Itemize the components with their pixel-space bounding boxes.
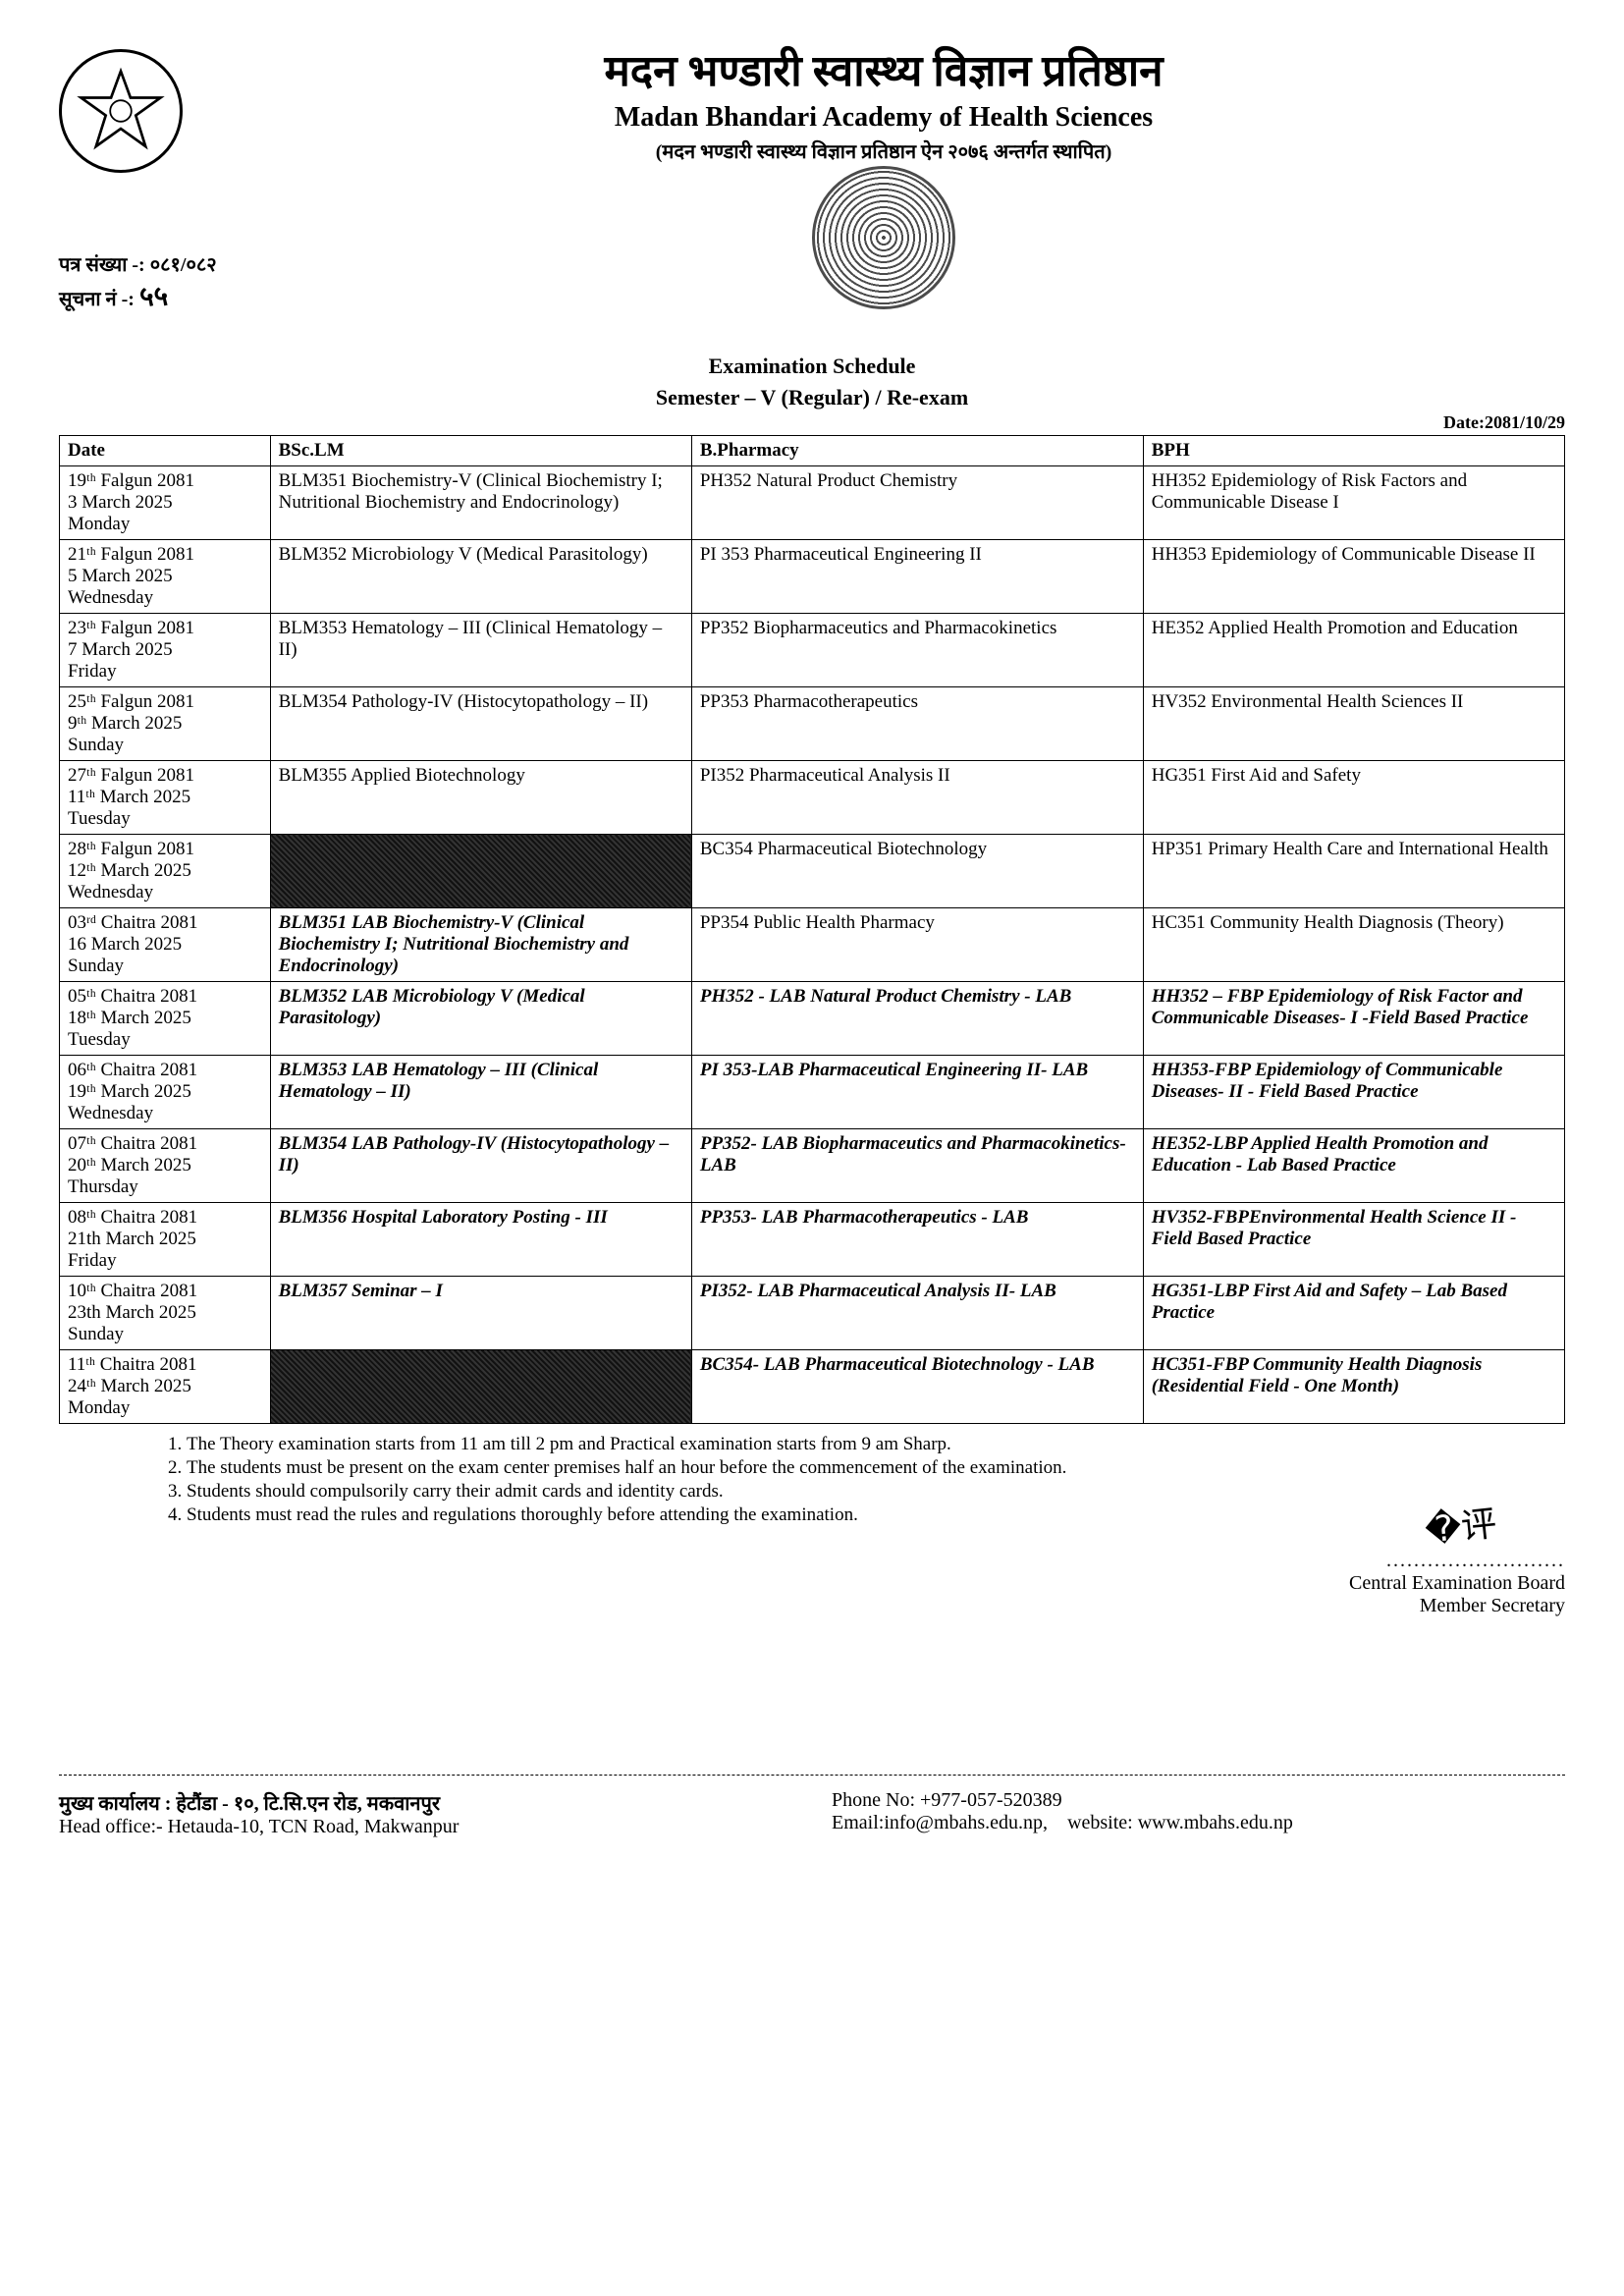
cell-bph: HH352 – FBP Epidemiology of Risk Factor … [1143, 982, 1564, 1056]
table-row: 06ᵗʰ Chaitra 208119ᵗʰ March 2025Wednesda… [60, 1056, 1565, 1129]
signature-line2: Member Secretary [59, 1595, 1565, 1617]
table-row: 28ᵗʰ Falgun 208112ᵗʰ March 2025Wednesday… [60, 835, 1565, 908]
cell-bph: HE352-LBP Applied Health Promotion and E… [1143, 1129, 1564, 1203]
table-row: 07ᵗʰ Chaitra 208120ᵗʰ March 2025Thursday… [60, 1129, 1565, 1203]
cell-bpharmacy: PP352 Biopharmaceutics and Pharmacokinet… [691, 614, 1143, 687]
notice-number-handwritten: ५५ [138, 277, 168, 315]
cell-date: 25ᵗʰ Falgun 20819ᵗʰ March 2025Sunday [60, 687, 271, 761]
cell-bpharmacy: PP353- LAB Pharmacotherapeutics - LAB [691, 1203, 1143, 1277]
cell-bpharmacy: PH352 Natural Product Chemistry [691, 466, 1143, 540]
title-block: मदन भण्डारी स्वास्थ्य विज्ञान प्रतिष्ठान… [202, 39, 1565, 309]
cell-bpharmacy: PP352- LAB Biopharmaceutics and Pharmaco… [691, 1129, 1143, 1203]
table-row: 03ʳᵈ Chaitra 208116 March 2025SundayBLM3… [60, 908, 1565, 982]
cell-bsclm: BLM357 Seminar – I [270, 1277, 691, 1350]
cell-bsclm [270, 835, 691, 908]
cell-date: 19ᵗʰ Falgun 20813 March 2025Monday [60, 466, 271, 540]
table-row: 25ᵗʰ Falgun 20819ᵗʰ March 2025SundayBLM3… [60, 687, 1565, 761]
footer: मुख्य कार्यालय : हेटौंडा - १०, टि.सि.एन … [59, 1775, 1565, 1838]
cell-bph: HV352-FBPEnvironmental Health Science II… [1143, 1203, 1564, 1277]
cell-bph: HE352 Applied Health Promotion and Educa… [1143, 614, 1564, 687]
schedule-subtitle: Semester – V (Regular) / Re-exam [59, 385, 1565, 410]
instruction-item: The students must be present on the exam… [187, 1457, 1565, 1479]
cell-bsclm [270, 1350, 691, 1424]
footer-office-en: Head office:- Hetauda-10, TCN Road, Makw… [59, 1816, 792, 1838]
cell-date: 03ʳᵈ Chaitra 208116 March 2025Sunday [60, 908, 271, 982]
cell-date: 07ᵗʰ Chaitra 208120ᵗʰ March 2025Thursday [60, 1129, 271, 1203]
cell-bph: HG351 First Aid and Safety [1143, 761, 1564, 835]
table-row: 23ᵗʰ Falgun 20817 March 2025FridayBLM353… [60, 614, 1565, 687]
footer-email: Email:info@mbahs.edu.np, [832, 1812, 1048, 1833]
table-row: 19ᵗʰ Falgun 20813 March 2025MondayBLM351… [60, 466, 1565, 540]
cell-bph: HC351-FBP Community Health Diagnosis (Re… [1143, 1350, 1564, 1424]
col-header-date: Date [60, 436, 271, 466]
cell-bsclm: BLM353 LAB Hematology – III (Clinical He… [270, 1056, 691, 1129]
document-header: मदन भण्डारी स्वास्थ्य विज्ञान प्रतिष्ठान… [59, 39, 1565, 309]
signature-handwritten: �评 [1423, 1495, 1499, 1553]
cell-bpharmacy: PH352 - LAB Natural Product Chemistry - … [691, 982, 1143, 1056]
cell-bsclm: BLM353 Hematology – III (Clinical Hemato… [270, 614, 691, 687]
table-row: 21ᵗʰ Falgun 20815 March 2025WednesdayBLM… [60, 540, 1565, 614]
institution-logo [59, 49, 183, 173]
cell-bph: HP351 Primary Health Care and Internatio… [1143, 835, 1564, 908]
cell-bpharmacy: PI352- LAB Pharmaceutical Analysis II- L… [691, 1277, 1143, 1350]
cell-bsclm: BLM355 Applied Biotechnology [270, 761, 691, 835]
cell-bpharmacy: BC354 Pharmaceutical Biotechnology [691, 835, 1143, 908]
cell-date: 27ᵗʰ Falgun 208111ᵗʰ March 2025Tuesday [60, 761, 271, 835]
cell-bpharmacy: BC354- LAB Pharmaceutical Biotechnology … [691, 1350, 1143, 1424]
title-devanagari: मदन भण्डारी स्वास्थ्य विज्ञान प्रतिष्ठान [202, 39, 1565, 98]
cell-bsclm: BLM352 LAB Microbiology V (Medical Paras… [270, 982, 691, 1056]
table-row: 27ᵗʰ Falgun 208111ᵗʰ March 2025TuesdayBL… [60, 761, 1565, 835]
cell-date: 06ᵗʰ Chaitra 208119ᵗʰ March 2025Wednesda… [60, 1056, 271, 1129]
notice-label: सूचना नं -: [59, 289, 135, 310]
schedule-title: Examination Schedule [59, 354, 1565, 379]
cell-date: 23ᵗʰ Falgun 20817 March 2025Friday [60, 614, 271, 687]
cell-bpharmacy: PP354 Public Health Pharmacy [691, 908, 1143, 982]
signature-dotline: .......................... [59, 1550, 1565, 1572]
cell-bph: HH353-FBP Epidemiology of Communicable D… [1143, 1056, 1564, 1129]
footer-office-dev: मुख्य कार्यालय : हेटौंडा - १०, टि.सि.एन … [59, 1789, 792, 1816]
title-english: Madan Bhandari Academy of Health Science… [202, 102, 1565, 134]
table-row: 05ᵗʰ Chaitra 208118ᵗʰ March 2025TuesdayB… [60, 982, 1565, 1056]
cell-bph: HV352 Environmental Health Sciences II [1143, 687, 1564, 761]
cell-bph: HH352 Epidemiology of Risk Factors and C… [1143, 466, 1564, 540]
col-header-bsclm: BSc.LM [270, 436, 691, 466]
exam-schedule-table: Date BSc.LM B.Pharmacy BPH 19ᵗʰ Falgun 2… [59, 435, 1565, 1424]
cell-date: 05ᵗʰ Chaitra 208118ᵗʰ March 2025Tuesday [60, 982, 271, 1056]
footer-website: website: www.mbahs.edu.np [1067, 1812, 1293, 1833]
cell-bsclm: BLM354 Pathology-IV (Histocytopathology … [270, 687, 691, 761]
cell-bpharmacy: PI 353 Pharmaceutical Engineering II [691, 540, 1143, 614]
signature-line1: Central Examination Board [59, 1572, 1565, 1595]
cell-bpharmacy: PI 353-LAB Pharmaceutical Engineering II… [691, 1056, 1143, 1129]
cell-date: 21ᵗʰ Falgun 20815 March 2025Wednesday [60, 540, 271, 614]
instruction-item: The Theory examination starts from 11 am… [187, 1434, 1565, 1455]
cell-bsclm: BLM351 LAB Biochemistry-V (Clinical Bioc… [270, 908, 691, 982]
table-row: 08ᵗʰ Chaitra 208121th March 2025FridayBL… [60, 1203, 1565, 1277]
cell-bpharmacy: PI352 Pharmaceutical Analysis II [691, 761, 1143, 835]
footer-phone: Phone No: +977-057-520389 [832, 1789, 1565, 1812]
document-date: Date:2081/10/29 [59, 412, 1565, 433]
table-row: 10ᵗʰ Chaitra 208123th March 2025SundayBL… [60, 1277, 1565, 1350]
cell-date: 28ᵗʰ Falgun 208112ᵗʰ March 2025Wednesday [60, 835, 271, 908]
footer-email-web: Email:info@mbahs.edu.np, website: www.mb… [832, 1812, 1565, 1834]
cell-bpharmacy: PP353 Pharmacotherapeutics [691, 687, 1143, 761]
title-subtitle: (मदन भण्डारी स्वास्थ्य विज्ञान प्रतिष्ठा… [202, 137, 1565, 164]
cell-bsclm: BLM354 LAB Pathology-IV (Histocytopathol… [270, 1129, 691, 1203]
cell-bph: HC351 Community Health Diagnosis (Theory… [1143, 908, 1564, 982]
cell-bsclm: BLM352 Microbiology V (Medical Parasitol… [270, 540, 691, 614]
cell-bph: HH353 Epidemiology of Communicable Disea… [1143, 540, 1564, 614]
table-row: 11ᵗʰ Chaitra 208124ᵗʰ March 2025Monday BC… [60, 1350, 1565, 1424]
cell-date: 08ᵗʰ Chaitra 208121th March 2025Friday [60, 1203, 271, 1277]
cell-date: 10ᵗʰ Chaitra 208123th March 2025Sunday [60, 1277, 271, 1350]
official-seal-icon [812, 166, 955, 309]
col-header-bph: BPH [1143, 436, 1564, 466]
cell-bph: HG351-LBP First Aid and Safety – Lab Bas… [1143, 1277, 1564, 1350]
table-header-row: Date BSc.LM B.Pharmacy BPH [60, 436, 1565, 466]
cell-bsclm: BLM351 Biochemistry-V (Clinical Biochemi… [270, 466, 691, 540]
cell-date: 11ᵗʰ Chaitra 208124ᵗʰ March 2025Monday [60, 1350, 271, 1424]
cell-bsclm: BLM356 Hospital Laboratory Posting - III [270, 1203, 691, 1277]
col-header-bpharmacy: B.Pharmacy [691, 436, 1143, 466]
